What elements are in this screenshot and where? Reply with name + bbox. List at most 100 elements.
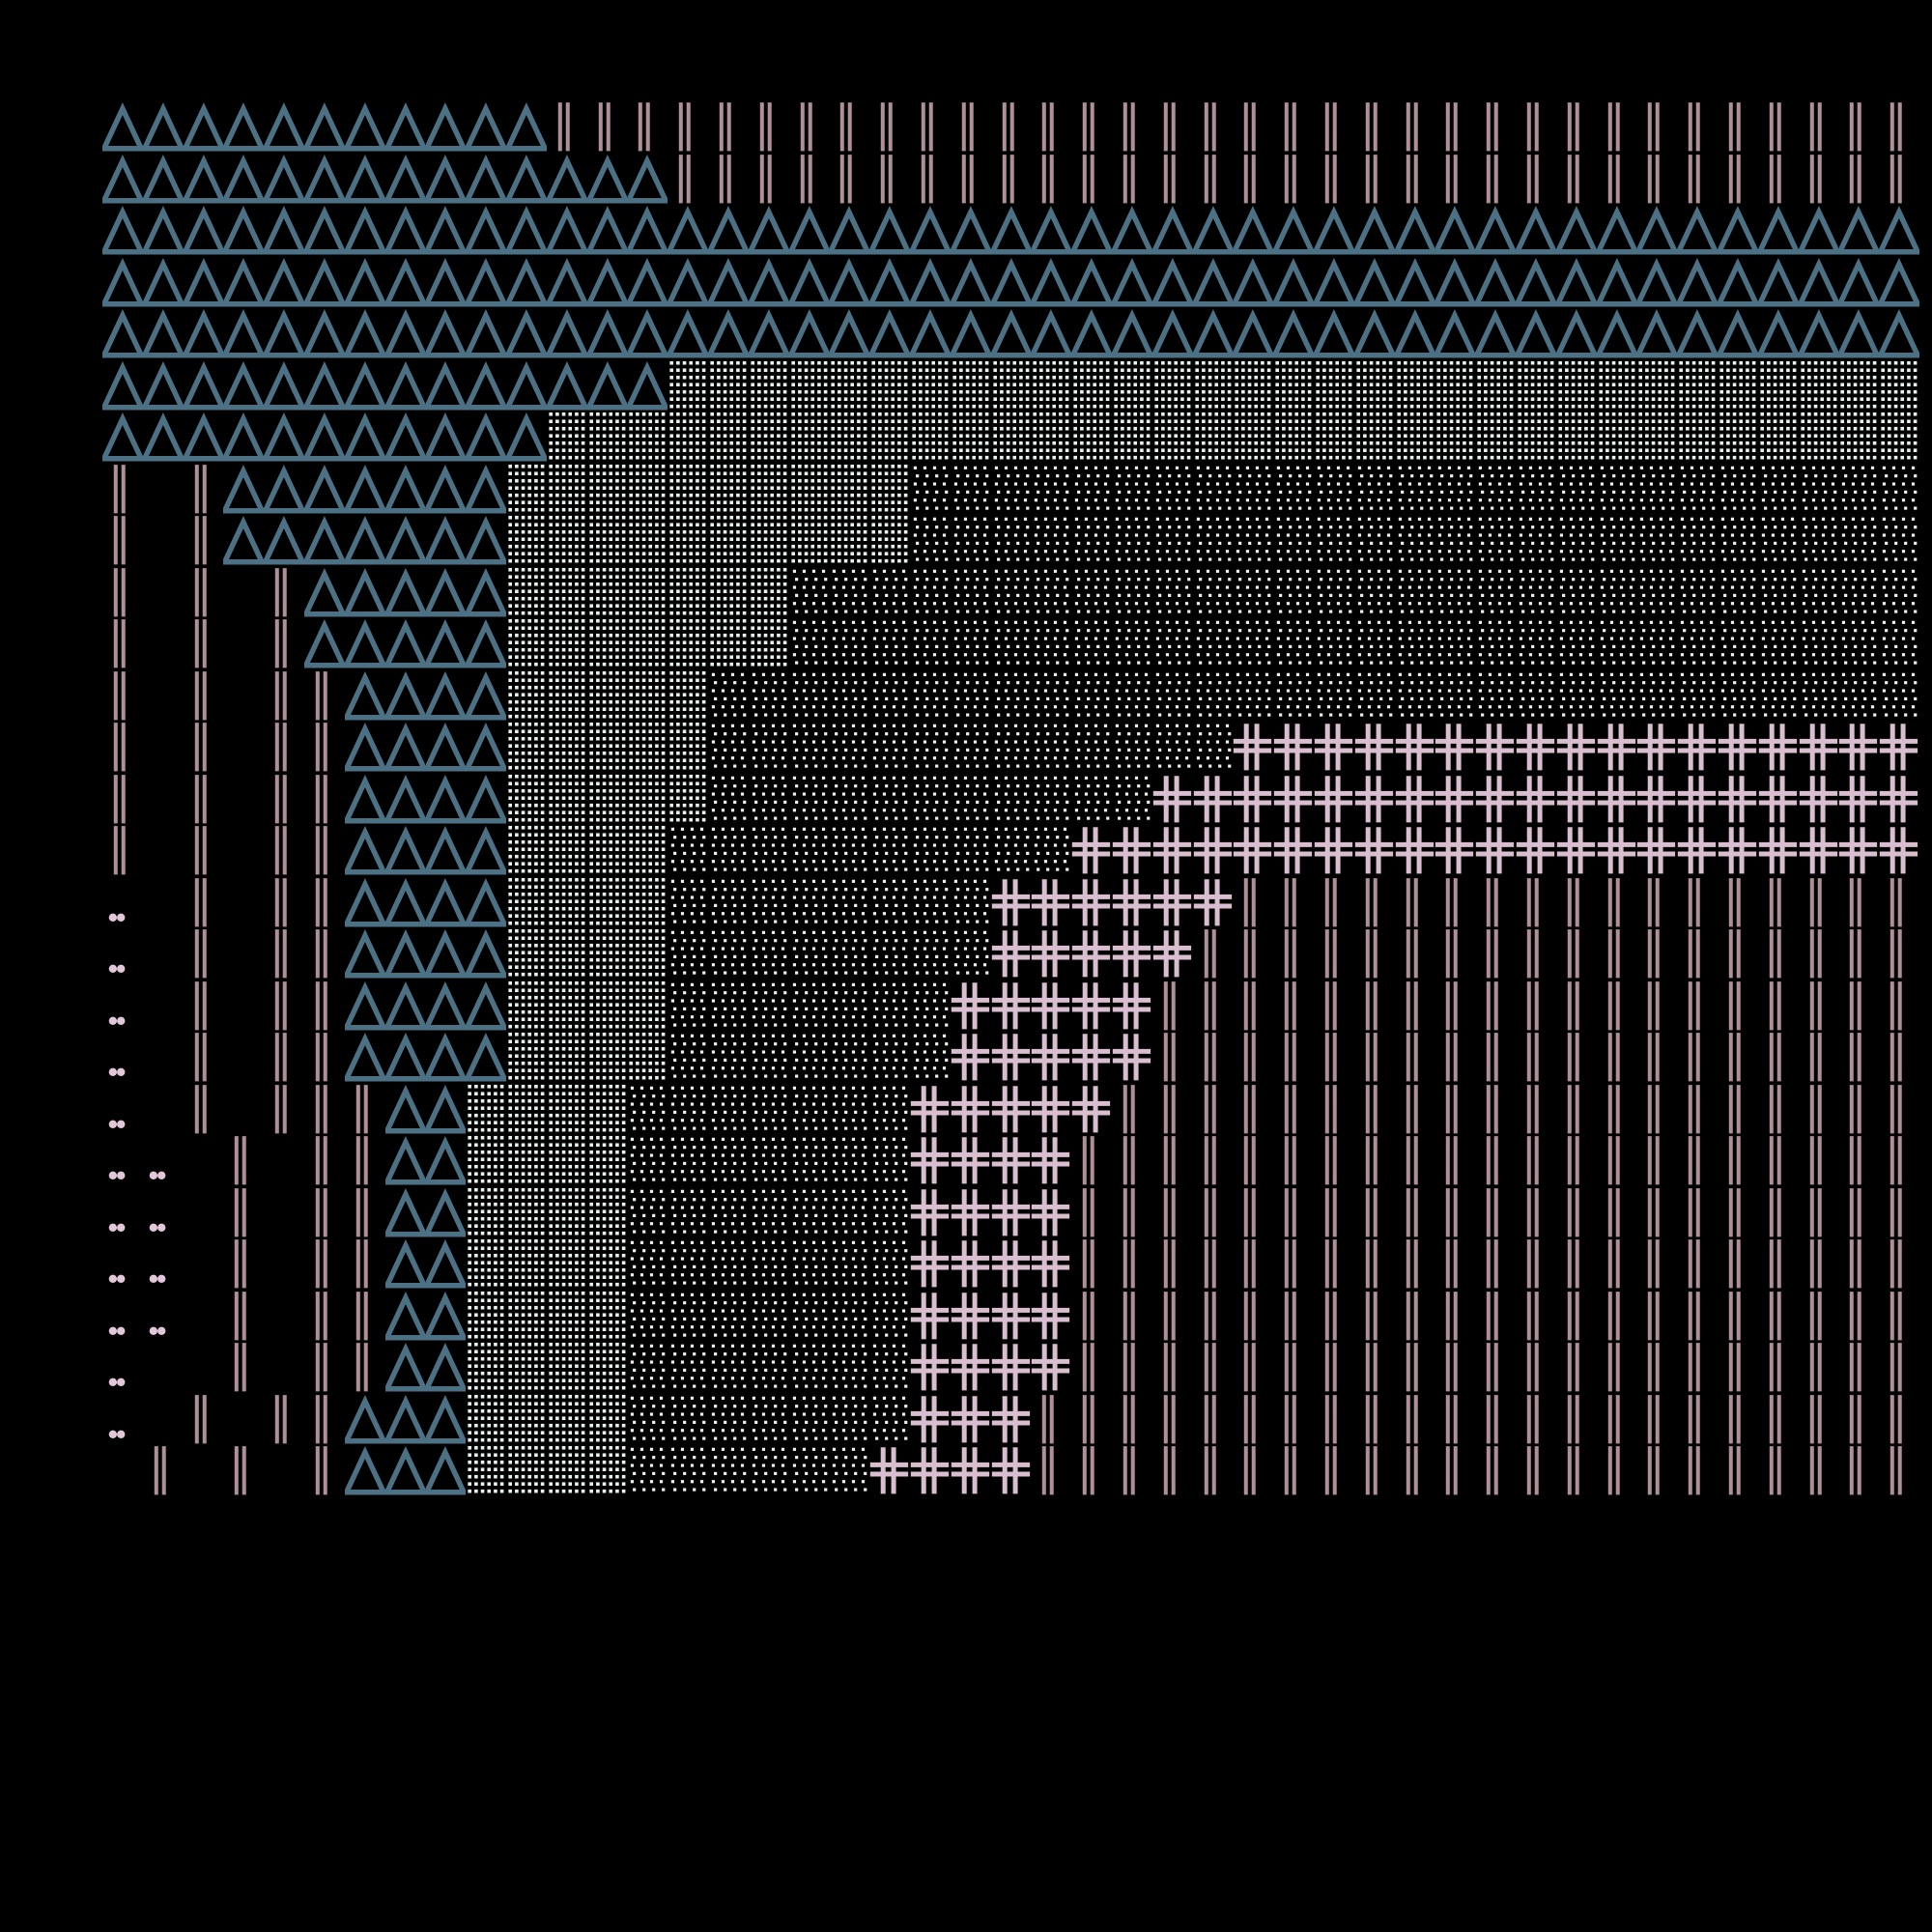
triangle-outline-glyph (1435, 256, 1476, 308)
sparse-dot-white-glyph (1636, 617, 1677, 669)
sparse-dot-white-glyph (1112, 617, 1152, 669)
dense-dot-block-glyph (466, 1393, 506, 1445)
double-vertical-bar-glyph (223, 1186, 264, 1238)
double-vertical-bar-glyph (1556, 1341, 1597, 1393)
triangle-outline-glyph (1031, 204, 1072, 256)
double-cross-glyph (1071, 1031, 1112, 1083)
double-cross-glyph (1112, 1031, 1152, 1083)
sparse-dot-white-glyph (1395, 617, 1435, 669)
sparse-dot-white-glyph (1636, 463, 1677, 515)
sparse-dot-white-glyph (749, 721, 789, 773)
sparse-dot-white-glyph (1556, 617, 1597, 669)
double-vertical-bar-glyph (1758, 1341, 1799, 1393)
double-vertical-bar-glyph (1799, 1341, 1839, 1393)
double-vertical-bar-glyph (1597, 980, 1637, 1032)
double-vertical-bar-glyph (1597, 1341, 1637, 1393)
sparse-dot-white-glyph (1395, 514, 1435, 566)
double-vertical-bar-glyph (1475, 927, 1516, 980)
sparse-dot-white-glyph (1799, 566, 1839, 618)
double-vertical-bar-glyph (1152, 1341, 1193, 1393)
triangle-outline-glyph (384, 876, 426, 928)
dense-dot-block-glyph (829, 514, 869, 566)
double-vertical-bar-glyph (1636, 876, 1677, 928)
triangle-outline-glyph (304, 566, 345, 618)
dense-dot-block-glyph (1758, 411, 1799, 463)
double-cross-glyph (951, 1134, 991, 1186)
double-cross-glyph (1071, 876, 1112, 928)
triangle-outline-glyph (223, 153, 265, 205)
double-cross-glyph (1879, 824, 1919, 876)
double-vertical-bar-glyph (1031, 1393, 1071, 1445)
sparse-dot-white-glyph (991, 617, 1032, 669)
dense-dot-block-glyph (547, 617, 587, 669)
double-vertical-bar-glyph (1799, 1393, 1839, 1445)
double-cross-glyph (1718, 773, 1758, 825)
sparse-dot-white-glyph (869, 1083, 910, 1135)
dense-dot-block-glyph (749, 566, 789, 618)
double-vertical-bar-glyph (1838, 1083, 1879, 1135)
sparse-dot-white-glyph (951, 721, 991, 773)
double-vertical-bar-glyph (1516, 1083, 1556, 1135)
triangle-outline-glyph (910, 256, 951, 308)
triangle-outline-glyph (102, 204, 143, 256)
triangle-outline-glyph (466, 256, 506, 308)
triangle-outline-glyph (1112, 256, 1152, 308)
double-vertical-bar-glyph (304, 824, 345, 876)
double-vertical-bar-glyph (304, 1083, 345, 1135)
double-vertical-bar-glyph (1233, 927, 1273, 980)
triangle-outline-glyph (264, 256, 304, 308)
triangle-outline-glyph (1838, 204, 1880, 256)
double-vertical-bar-glyph (1718, 1083, 1758, 1135)
double-vertical-bar-glyph (708, 153, 749, 205)
triangle-outline-glyph (384, 307, 426, 359)
double-dot-glyph (102, 876, 143, 928)
double-vertical-bar-glyph (1838, 1237, 1879, 1290)
sparse-dot-white-glyph (910, 463, 951, 515)
double-vertical-bar-glyph (1395, 1341, 1435, 1393)
double-vertical-bar-glyph (789, 100, 830, 153)
triangle-outline-glyph (627, 153, 668, 205)
triangle-outline-glyph (264, 153, 304, 205)
double-vertical-bar-glyph (304, 1444, 345, 1496)
triangle-outline-glyph (1031, 307, 1072, 359)
triangle-outline-glyph (183, 153, 224, 205)
triangle-outline-glyph (466, 307, 506, 359)
double-vertical-bar-glyph (951, 100, 991, 153)
triangle-outline-glyph (1031, 256, 1072, 308)
sparse-dot-white-glyph (1193, 721, 1234, 773)
triangle-outline-glyph (627, 204, 668, 256)
dense-dot-block-glyph (1435, 411, 1475, 463)
double-vertical-bar-glyph (345, 1186, 385, 1238)
dense-dot-block-glyph (1799, 359, 1839, 412)
sparse-dot-white-glyph (789, 1134, 830, 1186)
double-cross-glyph (1071, 927, 1112, 980)
dense-dot-block-glyph (506, 1134, 547, 1186)
double-vertical-bar-glyph (1112, 100, 1152, 153)
double-dot-glyph (143, 1290, 184, 1342)
sparse-dot-white-glyph (869, 1186, 910, 1238)
double-vertical-bar-glyph (304, 876, 345, 928)
dense-dot-block-glyph (749, 411, 789, 463)
double-vertical-bar-glyph (1354, 1134, 1395, 1186)
sparse-dot-white-glyph (829, 876, 869, 928)
double-vertical-bar-glyph (1838, 927, 1879, 980)
triangle-outline-glyph (425, 669, 467, 722)
double-vertical-bar-glyph (304, 980, 345, 1032)
sparse-dot-white-glyph (789, 566, 830, 618)
triangle-outline-glyph (223, 514, 265, 566)
sparse-dot-white-glyph (1314, 463, 1354, 515)
triangle-outline-glyph (384, 1083, 426, 1135)
dense-dot-block-glyph (708, 566, 749, 618)
dense-dot-block-glyph (547, 1444, 587, 1496)
triangle-outline-glyph (384, 256, 426, 308)
double-cross-glyph (1516, 824, 1556, 876)
triangle-outline-glyph (1838, 256, 1880, 308)
sparse-dot-white-glyph (708, 1444, 749, 1496)
sparse-dot-white-glyph (1435, 617, 1475, 669)
triangle-outline-glyph (264, 359, 304, 412)
double-vertical-bar-glyph (1677, 1444, 1718, 1496)
dense-dot-block-glyph (1636, 359, 1677, 412)
double-vertical-bar-glyph (102, 617, 143, 669)
double-vertical-bar-glyph (1233, 1031, 1273, 1083)
dense-dot-block-glyph (1273, 411, 1314, 463)
